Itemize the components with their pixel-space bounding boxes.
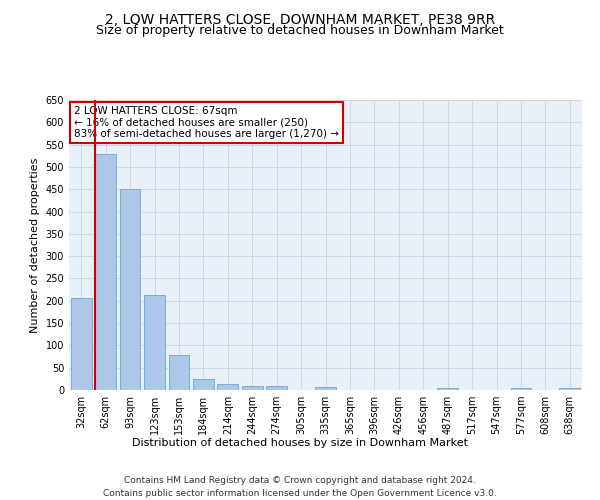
- Bar: [266, 386, 287, 390]
- Bar: [315, 388, 336, 390]
- Bar: [95, 154, 116, 390]
- Text: Contains HM Land Registry data © Crown copyright and database right 2024.
Contai: Contains HM Land Registry data © Crown c…: [103, 476, 497, 498]
- Bar: [242, 386, 263, 390]
- Text: Size of property relative to detached houses in Downham Market: Size of property relative to detached ho…: [96, 24, 504, 37]
- Bar: [144, 296, 165, 390]
- Y-axis label: Number of detached properties: Number of detached properties: [30, 158, 40, 332]
- Text: Distribution of detached houses by size in Downham Market: Distribution of detached houses by size …: [132, 438, 468, 448]
- Bar: [193, 379, 214, 390]
- Bar: [437, 388, 458, 390]
- Bar: [217, 384, 238, 390]
- Text: 2 LOW HATTERS CLOSE: 67sqm
← 16% of detached houses are smaller (250)
83% of sem: 2 LOW HATTERS CLOSE: 67sqm ← 16% of deta…: [74, 106, 339, 139]
- Bar: [71, 298, 92, 390]
- Bar: [169, 355, 190, 390]
- Bar: [511, 388, 532, 390]
- Bar: [559, 388, 580, 390]
- Text: 2, LOW HATTERS CLOSE, DOWNHAM MARKET, PE38 9RR: 2, LOW HATTERS CLOSE, DOWNHAM MARKET, PE…: [105, 12, 495, 26]
- Bar: [119, 189, 140, 390]
